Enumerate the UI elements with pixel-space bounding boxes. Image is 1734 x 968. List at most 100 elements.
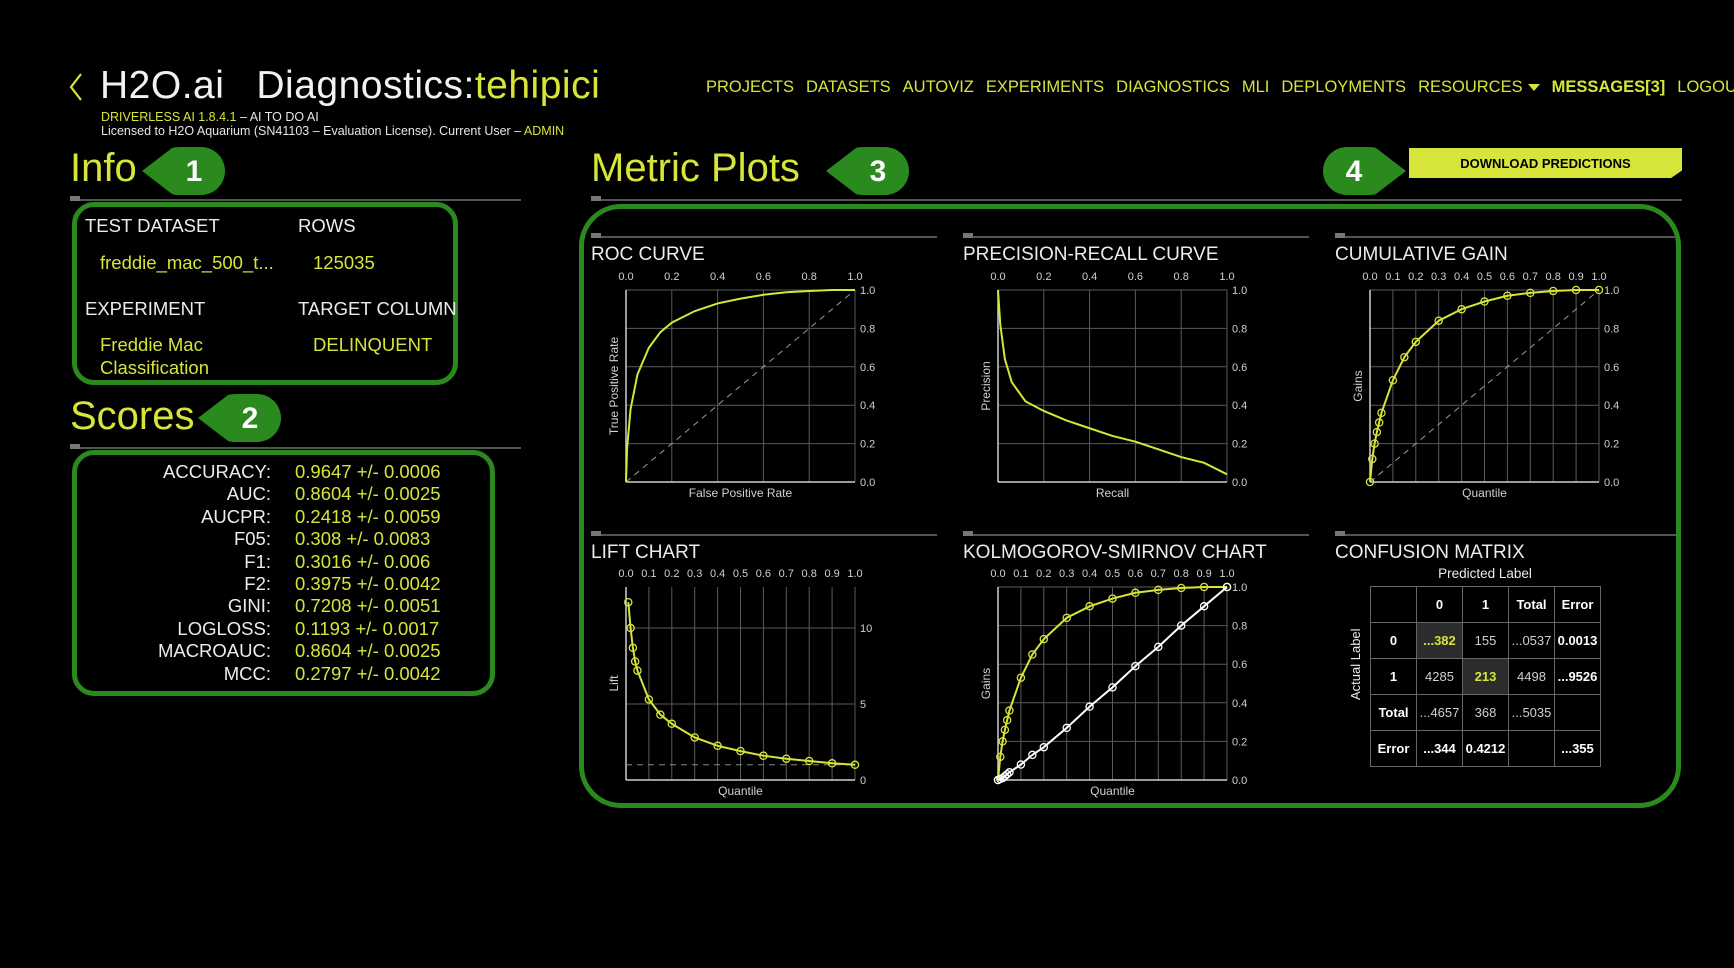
back-chevron-icon[interactable]: [68, 72, 84, 102]
x-tick-label: 0.6: [756, 568, 771, 580]
caret-down-icon: [1527, 84, 1540, 92]
data-point: [1085, 702, 1094, 711]
version-tagline: – AI TO DO AI: [236, 110, 319, 124]
score-name: LOGLOSS:: [177, 617, 271, 639]
x-tick-label: 0.6: [1500, 271, 1515, 283]
lift-chart: 0.0 0.1 0.2 0.3 0.4 0.5 0.6 0.7 0.8 0.9 1.0 0 5 10 Qua…: [607, 568, 872, 798]
data-point: [1400, 352, 1409, 362]
data-point: [1002, 715, 1012, 725]
y-tick-label: 1.0: [1232, 285, 1247, 297]
cm-cell: 4285: [1416, 658, 1463, 695]
score-name: GINI:: [227, 595, 271, 617]
data-point: [630, 657, 640, 666]
data-point: [996, 752, 1005, 762]
current-user[interactable]: ADMIN: [523, 124, 565, 138]
top-nav: PROJECTS DATASETS AUTOVIZ EXPERIMENTS DI…: [706, 78, 1734, 97]
version-line: DRIVERLESS AI 1.8.4.1 – AI TO DO AI: [101, 110, 319, 124]
rows-value: 125035: [313, 252, 375, 273]
x-tick-label: 0.4: [1082, 271, 1097, 283]
data-point: [1085, 602, 1094, 611]
data-point: [644, 695, 654, 704]
target-column-label: TARGET COLUMN: [298, 298, 457, 319]
nav-diagnostics[interactable]: DIAGNOSTICS: [1116, 78, 1230, 96]
score-value: 0.2418 +/- 0.0059: [295, 505, 441, 527]
experiment-value[interactable]: Freddie Mac Classification: [100, 333, 209, 379]
x-tick-label: 0.3: [687, 568, 702, 580]
nav-datasets[interactable]: DATASETS: [806, 78, 891, 96]
nav-logout[interactable]: LOGOUT: [1677, 78, 1734, 96]
score-value: 0.3016 +/- 0.006: [295, 550, 431, 572]
data-point: [1000, 725, 1010, 735]
x-tick-label: 1.0: [1219, 568, 1234, 580]
cm-actual-label: Actual Label: [1348, 628, 1363, 700]
x-tick-label: 0.6: [1128, 271, 1143, 283]
data-point: [1039, 634, 1049, 644]
cm-row: 1 4285 213 4498 ...9526: [1370, 658, 1601, 695]
x-tick-label: 0.2: [1408, 271, 1423, 283]
y-tick-label: 0.0: [1232, 477, 1247, 489]
callout-1: 1: [142, 144, 228, 198]
score-name: F2:: [244, 573, 271, 595]
download-predictions-button[interactable]: DOWNLOAD PREDICTIONS: [1409, 148, 1682, 178]
nav-experiments[interactable]: EXPERIMENTS: [985, 78, 1105, 96]
x-axis-label: False Positive Rate: [689, 486, 793, 500]
score-name: AUCPR:: [201, 505, 271, 527]
nav-deployments[interactable]: DEPLOYMENTS: [1281, 78, 1407, 96]
experiment-value-line2: Classification: [100, 357, 209, 378]
data-point: [1108, 683, 1117, 692]
cm-cell: 0: [1416, 586, 1463, 623]
x-tick-label: 0.4: [710, 271, 725, 283]
x-tick-label: 0.5: [1105, 568, 1120, 580]
cm-cell: 213: [1462, 658, 1509, 695]
cm-cell: 1: [1462, 586, 1509, 623]
lift-title: LIFT CHART: [591, 542, 701, 563]
score-name: ACCURACY:: [163, 461, 271, 482]
brand-name: H2O.ai: [100, 64, 225, 107]
nav-projects[interactable]: PROJECTS: [706, 78, 795, 96]
x-tick-label: 0.9: [1568, 271, 1583, 283]
ks-title: KOLMOGOROV-SMIRNOV CHART: [963, 542, 1267, 563]
cm-row: Error ...344 0.4212 ...355: [1370, 730, 1601, 767]
nav-resources[interactable]: RESOURCES: [1418, 78, 1540, 97]
data-point: [1131, 661, 1140, 671]
cm-cell: Total: [1508, 586, 1555, 623]
data-point: [667, 719, 677, 729]
data-point: [1176, 621, 1186, 630]
data-point: [1016, 760, 1026, 769]
score-row-logloss: LOGLOSS: 0.1193 +/- 0.0017: [72, 618, 441, 640]
cm-cell: [1508, 730, 1555, 767]
score-name: MACROAUC:: [157, 640, 271, 662]
x-tick-label: 1.0: [847, 568, 862, 580]
cm-cell: 0: [1370, 622, 1417, 659]
x-tick-label: 0.6: [756, 271, 771, 283]
nav-messages[interactable]: MESSAGES[3]: [1551, 78, 1666, 96]
nav-mli[interactable]: MLI: [1241, 78, 1270, 96]
info-divider: [70, 196, 521, 201]
cm-cell: Error: [1370, 730, 1417, 767]
test-dataset-value[interactable]: freddie_mac_500_t...: [100, 252, 274, 273]
cm-cell: ...344: [1416, 730, 1463, 767]
data-point: [1199, 602, 1209, 611]
score-value: 0.3975 +/- 0.0042: [295, 573, 441, 595]
data-point: [1002, 769, 1012, 779]
y-tick-label: 0.0: [1232, 775, 1247, 787]
x-tick-label: 1.0: [1591, 271, 1606, 283]
ks-divider: [963, 531, 1309, 536]
y-tick-label: 0.2: [1604, 439, 1619, 451]
confusion-matrix-table: 0 1 Total Error 0 ...382 155 ...0537 0.0…: [1370, 586, 1601, 767]
data-point: [1039, 742, 1049, 752]
cm-cell: 1: [1370, 658, 1417, 695]
page-prefix: Diagnostics:: [256, 64, 475, 107]
y-tick-label: 0.8: [1232, 323, 1247, 335]
cm-title: CONFUSION MATRIX: [1335, 542, 1525, 563]
x-tick-label: 0.3: [1431, 271, 1446, 283]
nav-resources-label: RESOURCES: [1418, 78, 1523, 96]
series-line: [997, 289, 1228, 476]
nav-autoviz[interactable]: AUTOVIZ: [902, 78, 974, 96]
x-tick-label: 0.8: [802, 271, 817, 283]
x-axis-label: Quantile: [718, 784, 763, 798]
x-tick-label: 0.4: [1082, 568, 1097, 580]
x-tick-label: 0.1: [1013, 568, 1028, 580]
score-value: 0.308 +/- 0.0083: [295, 528, 431, 550]
score-row-auc: AUC: 0.8604 +/- 0.0025: [72, 483, 441, 505]
